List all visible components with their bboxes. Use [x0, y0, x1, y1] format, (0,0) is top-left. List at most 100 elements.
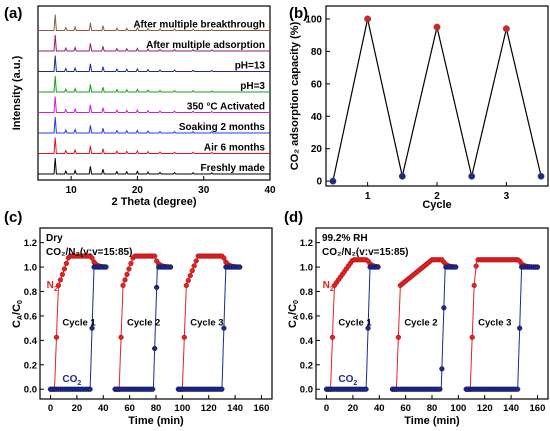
y-tick-label: 0.4 — [24, 336, 38, 347]
n2-point — [469, 334, 475, 340]
y-axis-label-c: CA/C0 — [11, 300, 24, 328]
xrd-pattern — [38, 55, 270, 72]
y-tick-label: 100 — [305, 14, 322, 25]
capacity-point — [364, 15, 372, 23]
capacity-point — [502, 25, 510, 33]
co2-point — [441, 305, 447, 311]
co2-point — [221, 325, 227, 331]
n2-point — [181, 334, 187, 340]
y-tick-label: 0.0 — [24, 385, 37, 396]
n2-point — [61, 266, 67, 272]
series-b — [329, 15, 545, 185]
series-label: Air 6 months — [204, 143, 266, 154]
n2-label: N2 — [323, 280, 334, 293]
x-tick-label: 20 — [348, 403, 359, 414]
x-axis-label-b: Cycle — [422, 199, 451, 211]
cycle-label: Cycle 3 — [190, 318, 223, 329]
series-label: pH=13 — [235, 61, 266, 72]
xrd-curves — [38, 14, 270, 175]
plot-frame-a — [37, 5, 271, 181]
n2-point — [191, 263, 197, 269]
x-tick-label: 60 — [124, 403, 135, 414]
x-tick-label: 30 — [198, 185, 210, 196]
xrd-pattern — [38, 116, 270, 134]
y-tick-label: 0.4 — [300, 336, 314, 347]
series-label: 350 °C Activated — [187, 102, 265, 113]
series-d: Cycle 1 Cycle 2 Cycle 3 N2 CO2 — [323, 257, 541, 392]
x-tick-label: 20 — [132, 185, 144, 196]
condition-label-d: 99.2% RH — [322, 233, 368, 244]
n2-point — [329, 334, 336, 340]
n2-label: N2 — [47, 280, 58, 293]
y-tick-label: 0.6 — [300, 311, 313, 322]
x-tick-label: 120 — [477, 403, 493, 414]
x-tick-label: 120 — [201, 403, 217, 414]
x-tick-label: 140 — [503, 403, 519, 414]
co2-point — [103, 264, 109, 270]
x-axis-label-a: 2 Theta (degree) — [112, 196, 197, 208]
y-tick-label: 1.0 — [300, 263, 313, 274]
series-label: After multiple adsorption — [146, 40, 265, 51]
panel-d: (d) 0 20 40 60 80 100 120 140 160 0.0 0.2 0.4 0.6 0.8… — [284, 209, 549, 427]
co2-point — [167, 264, 174, 270]
panel-label-d: (d) — [284, 209, 303, 226]
co2-label: CO2 — [62, 374, 81, 387]
axes-b: 1 2 3 0 20 40 60 80 100 — [305, 14, 509, 202]
xrd-pattern — [38, 137, 270, 154]
co2-point — [89, 325, 95, 331]
co2-point — [150, 386, 156, 392]
x-tick-label: 40 — [98, 403, 109, 414]
co2-point — [152, 345, 158, 352]
y-tick-label: 0.0 — [300, 385, 313, 396]
x-tick-label: 100 — [174, 403, 190, 414]
x-tick-label: 20 — [72, 403, 83, 414]
y-tick-label: 0.2 — [300, 360, 313, 371]
capacity-point — [398, 172, 406, 180]
y-axis-label-a: Intensity (a.u.) — [11, 55, 23, 130]
n2-point — [55, 282, 62, 289]
co2-label: CO2 — [338, 374, 357, 387]
cycle-label: Cycle 2 — [404, 318, 437, 329]
n2-point — [126, 266, 132, 272]
x-tick-label: 10 — [66, 185, 78, 196]
series-label: pH=3 — [240, 81, 265, 92]
panel-c: (c) 0 20 40 60 80 100 120 140 160 0.0 0.2 0.4 0.6 0.8… — [4, 209, 273, 427]
cycle-label: Cycle 1 — [338, 318, 372, 329]
y-tick-label: 0 — [316, 177, 322, 188]
cycle-label: Cycle 1 — [62, 318, 96, 329]
y-tick-label: 1.0 — [24, 263, 37, 274]
xrd-pattern — [38, 157, 270, 175]
y-tick-label: 20 — [311, 144, 323, 155]
n2-point — [53, 334, 60, 340]
co2-point — [87, 386, 93, 392]
n2-point — [187, 273, 193, 279]
capacity-point — [537, 172, 545, 180]
y-tick-label: 0.6 — [24, 311, 37, 322]
panel-label-c: (c) — [4, 209, 22, 226]
y-tick-label: 0.2 — [24, 360, 37, 371]
co2-point — [237, 264, 243, 270]
capacity-point — [329, 177, 337, 185]
x-tick-label: 80 — [151, 403, 162, 414]
x-tick-label: 60 — [400, 403, 411, 414]
co2-point — [219, 386, 225, 392]
n2-point — [124, 271, 130, 278]
x-tick-label: 80 — [427, 403, 438, 414]
n2-point — [395, 334, 401, 340]
n2-point — [185, 277, 191, 284]
cycle-label: Cycle 2 — [127, 318, 160, 329]
xrd-pattern — [38, 96, 270, 113]
n2-point — [63, 260, 69, 267]
xrd-pattern — [38, 34, 270, 52]
n2-point — [128, 260, 134, 267]
xrd-pattern — [38, 14, 270, 31]
series-label: After multiple breakthrough — [133, 20, 265, 31]
co2-point — [363, 386, 369, 392]
x-tick-label: 40 — [374, 403, 385, 414]
x-tick-label: 1 — [365, 191, 371, 202]
xrd-pattern — [38, 75, 270, 93]
x-tick-label: 140 — [227, 403, 243, 414]
panel-label-a: (a) — [4, 5, 22, 22]
n2-point — [120, 282, 126, 289]
